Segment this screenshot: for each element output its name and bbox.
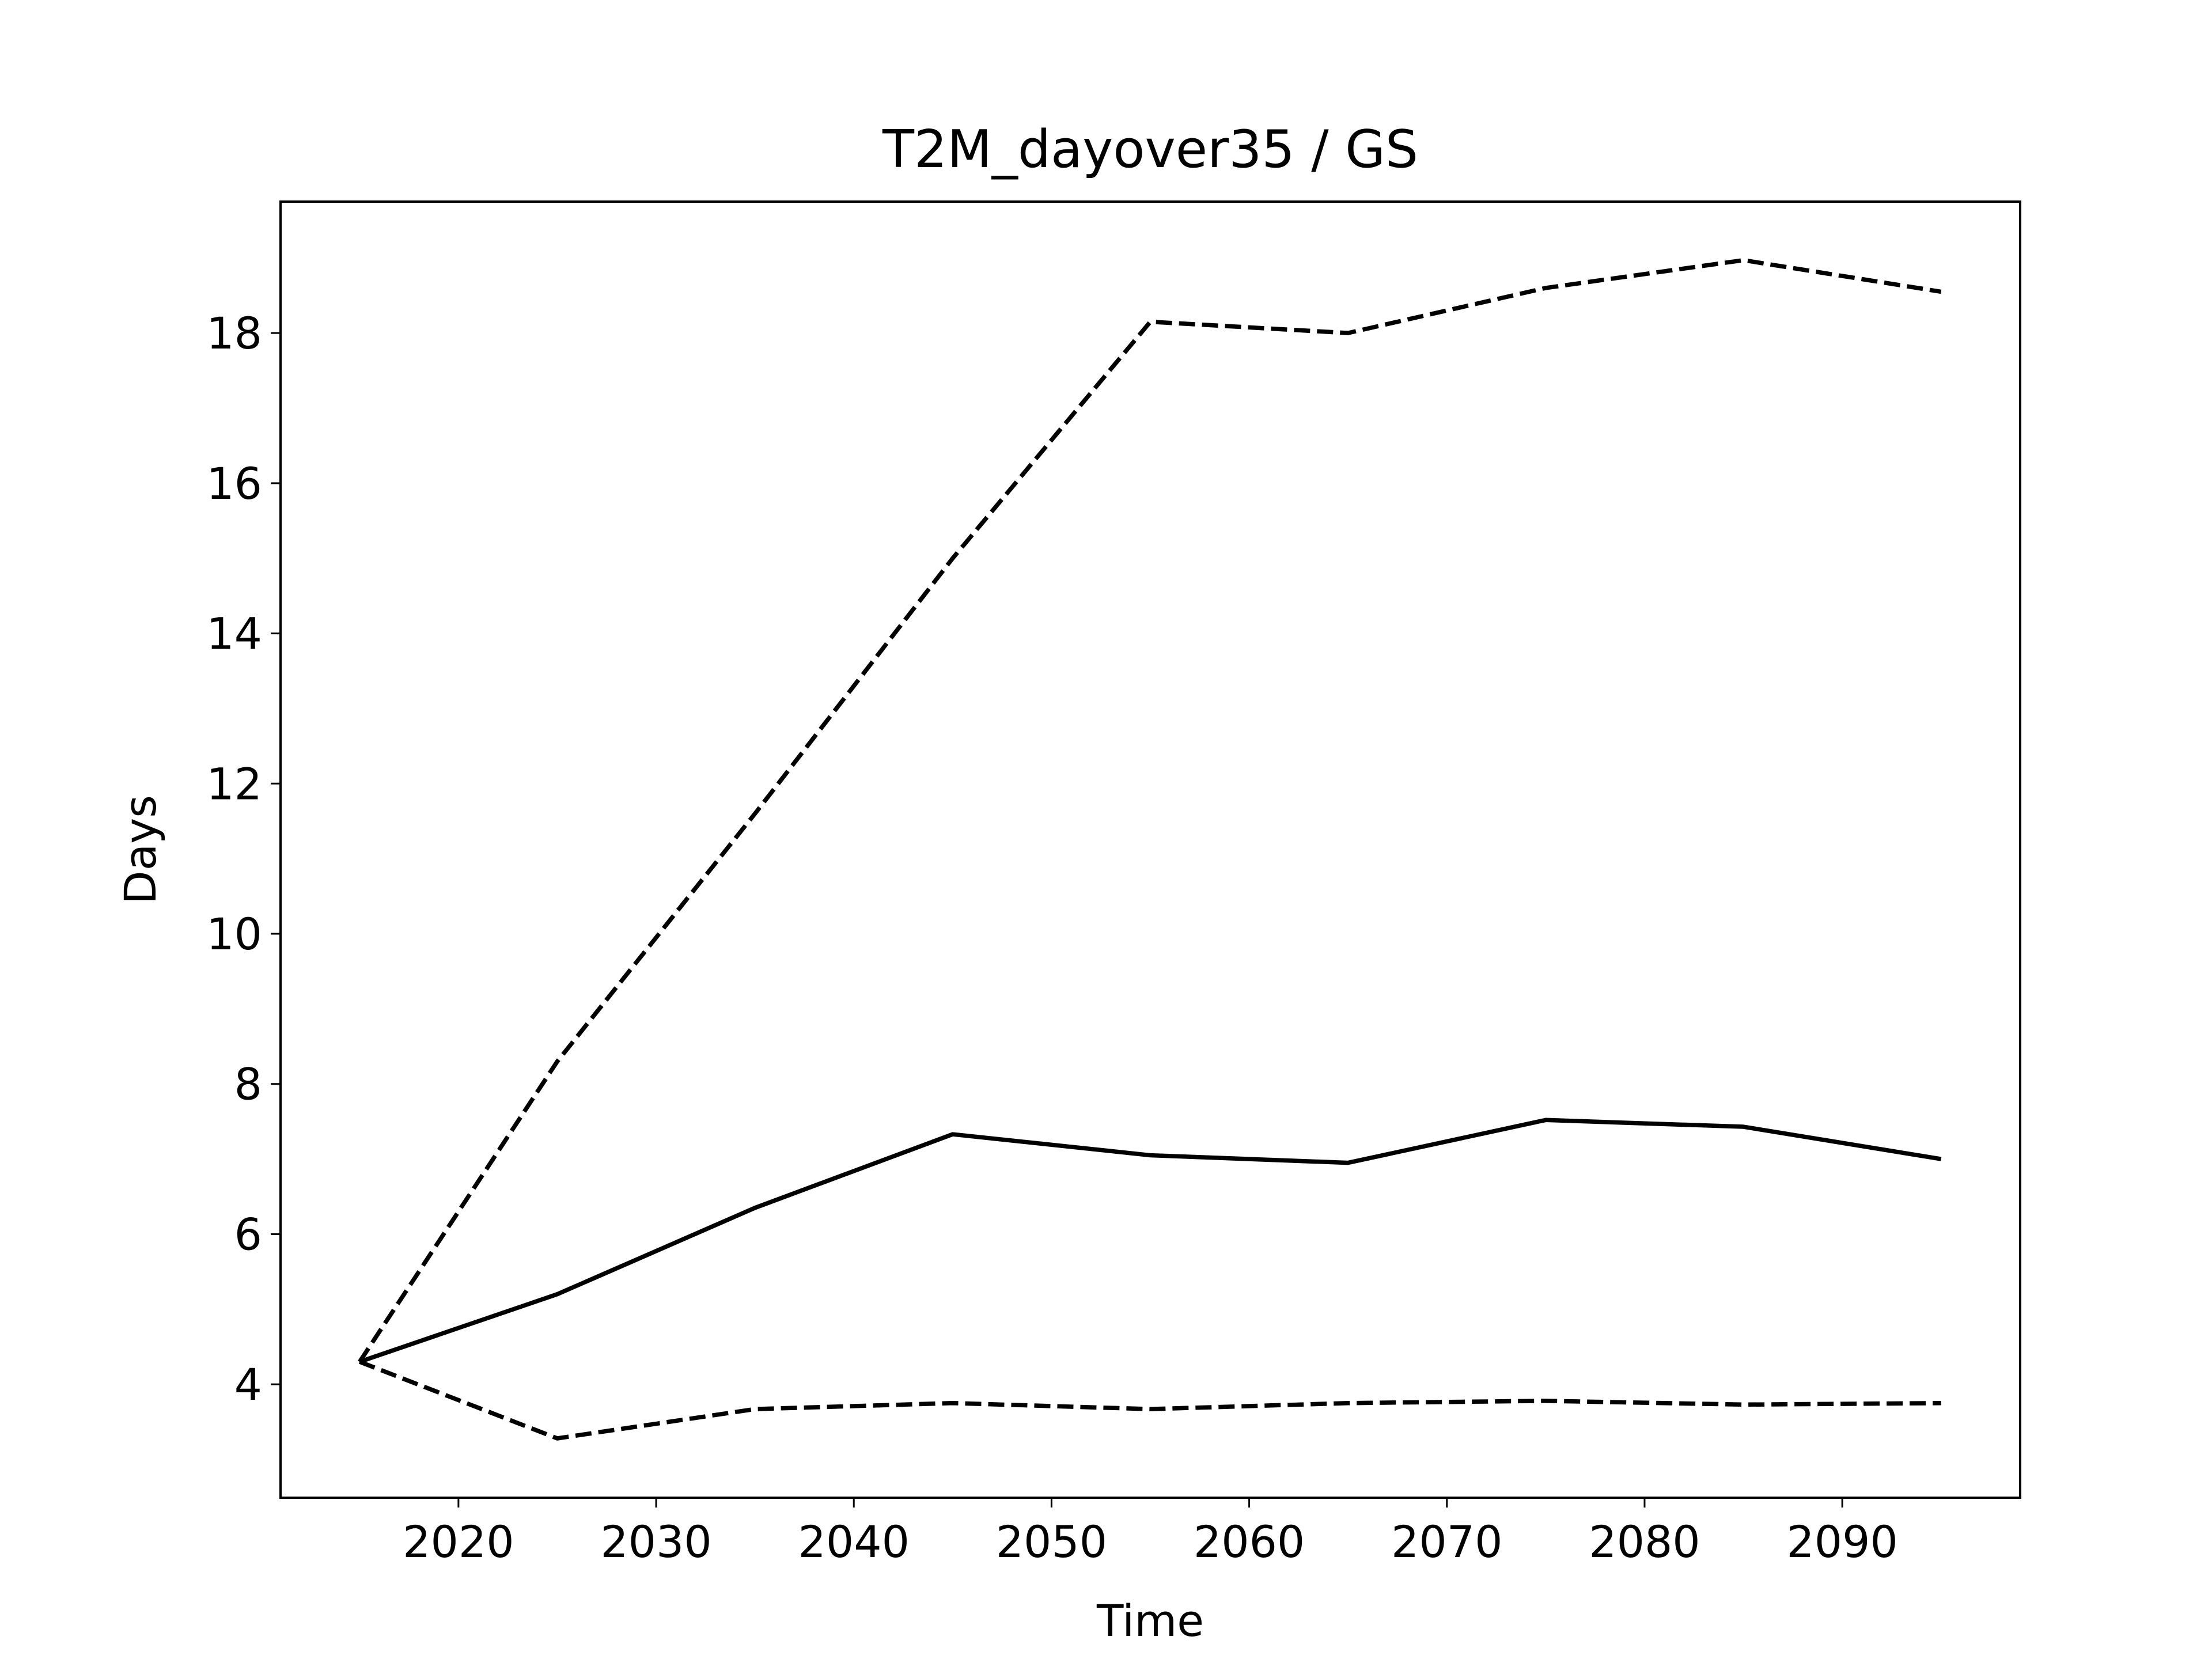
x-tick-label: 2070 [1391,1516,1502,1567]
chart-title: T2M_dayover35 / GS [882,119,1418,180]
x-tick-label: 2040 [798,1516,910,1567]
y-tick-label: 6 [234,1209,262,1260]
x-tick-label: 2050 [996,1516,1107,1567]
y-tick-label: 18 [206,308,262,359]
y-axis-label: Days [115,795,166,904]
x-tick-label: 2080 [1589,1516,1700,1567]
plot-frame [279,200,2021,1499]
y-tick-label: 12 [206,758,262,809]
x-tick-label: 2090 [1786,1516,1897,1567]
y-tick-label: 14 [206,608,262,660]
series-line [358,1359,1941,1441]
y-tick-label: 10 [206,908,262,960]
y-tick-label: 8 [234,1059,262,1110]
x-tick-label: 2060 [1194,1516,1305,1567]
y-tick-label: 4 [234,1359,262,1410]
x-tick-label: 2020 [403,1516,514,1567]
series-line [359,1118,1942,1364]
x-tick-label: 2030 [600,1516,711,1567]
x-axis-label: Time [1096,1595,1204,1646]
series-line [358,257,1942,1363]
y-tick-label: 16 [206,458,262,509]
